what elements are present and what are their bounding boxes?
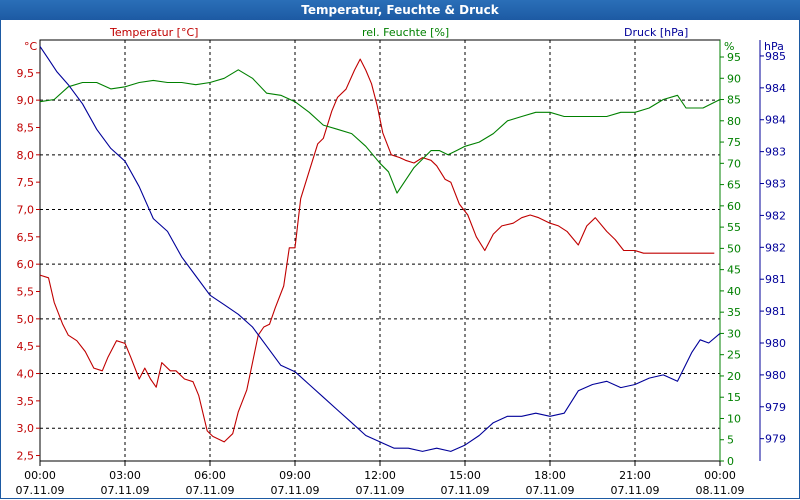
- humidity-tick-label: 40: [727, 285, 741, 298]
- humidity-tick-label: 45: [727, 264, 741, 277]
- humidity-tick-label: 55: [727, 221, 741, 234]
- humidity-tick-label: 15: [727, 391, 741, 404]
- temperature-tick-label: 3,0: [17, 422, 35, 435]
- pressure-tick-label: 984: [765, 114, 786, 127]
- x-tick-time: 15:00: [449, 469, 481, 482]
- time-axis: 00:00 07.11.09 03:00 07.11.09 06:00 07.11.09 0…: [16, 461, 745, 497]
- humidity-tick-label: 95: [727, 51, 741, 64]
- temperature-tick-label: 7,5: [17, 176, 35, 189]
- temperature-unit: °C: [24, 40, 38, 53]
- x-tick-time: 00:00: [24, 469, 56, 482]
- temperature-tick-label: 7,0: [17, 203, 35, 216]
- temperature-tick-label: 4,0: [17, 368, 35, 381]
- temperature-tick-label: 9,0: [17, 94, 35, 107]
- humidity-tick-label: 10: [727, 412, 741, 425]
- x-tick-time: 09:00: [279, 469, 311, 482]
- pressure-tick-label: 979: [765, 401, 786, 414]
- x-tick-date: 07.11.09: [16, 484, 65, 497]
- temperature-tick-label: 2,5: [17, 450, 35, 463]
- grid: [40, 40, 720, 461]
- pressure-tick-label: 980: [765, 337, 786, 350]
- x-tick-time: 21:00: [619, 469, 651, 482]
- x-tick-date: 08.11.09: [696, 484, 745, 497]
- pressure-axis-label: Druck [hPa]: [624, 26, 688, 39]
- humidity-tick-label: 90: [727, 72, 741, 85]
- pressure-tick-label: 983: [765, 146, 786, 159]
- temperature-tick-label: 4,5: [17, 340, 35, 353]
- x-tick-time: 03:00: [109, 469, 141, 482]
- series-line-humidity: [39, 69, 721, 194]
- temperature-tick-label: 6,0: [17, 258, 35, 271]
- x-tick-date: 07.11.09: [271, 484, 320, 497]
- temperature-tick-label: 8,0: [17, 149, 35, 162]
- humidity-tick-label: 30: [727, 327, 741, 340]
- x-tick-date: 07.11.09: [526, 484, 575, 497]
- humidity-tick-label: 20: [727, 370, 741, 383]
- humidity-axis: 0 5 10 15 20 25 30 35 40 45 50 55 60 65 70 75 80 85 90 95%: [719, 40, 741, 468]
- pressure-unit: hPa: [764, 40, 784, 53]
- humidity-tick-label: 25: [727, 349, 741, 362]
- humidity-tick-label: 70: [727, 157, 741, 170]
- temperature-tick-label: 6,5: [17, 231, 35, 244]
- x-tick-time: 00:00: [704, 469, 736, 482]
- chart-title: Temperatur, Feuchte & Druck: [0, 0, 800, 20]
- temperature-tick-label: 9,5: [17, 67, 35, 80]
- x-tick-date: 07.11.09: [186, 484, 235, 497]
- pressure-tick-label: 980: [765, 369, 786, 382]
- pressure-axis: 979 979 980 980 981 981 982 982 983 983 984 984 985h…: [759, 40, 786, 461]
- pressure-tick-label: 982: [765, 241, 786, 254]
- humidity-tick-label: 65: [727, 179, 741, 192]
- series-lines: [39, 46, 721, 452]
- x-tick-date: 07.11.09: [356, 484, 405, 497]
- humidity-unit: %: [724, 40, 734, 53]
- x-tick-time: 12:00: [364, 469, 396, 482]
- humidity-tick-label: 85: [727, 94, 741, 107]
- pressure-tick-label: 985: [765, 50, 786, 63]
- temperature-axis-label: Temperatur [°C]: [109, 26, 198, 39]
- pressure-tick-label: 983: [765, 178, 786, 191]
- pressure-tick-label: 981: [765, 273, 786, 286]
- humidity-tick-label: 75: [727, 136, 741, 149]
- pressure-tick-label: 981: [765, 305, 786, 318]
- humidity-tick-label: 35: [727, 306, 741, 319]
- x-tick-date: 07.11.09: [441, 484, 490, 497]
- series-line-temperature: [39, 58, 715, 443]
- x-tick-time: 06:00: [194, 469, 226, 482]
- humidity-tick-label: 0: [727, 455, 734, 468]
- humidity-tick-label: 50: [727, 242, 741, 255]
- humidity-axis-label: rel. Feuchte [%]: [362, 26, 449, 39]
- x-tick-time: 18:00: [534, 469, 566, 482]
- x-tick-date: 07.11.09: [101, 484, 150, 497]
- axis-labels: Temperatur [°C] rel. Feuchte [%] Druck [hP…: [109, 26, 688, 39]
- humidity-tick-label: 80: [727, 115, 741, 128]
- temperature-axis: 2,5 3,0 3,5 4,0 4,5 5,0 5,5 6,0 6,5 7,0 7,5 8,0 8,5 9…: [17, 40, 40, 463]
- pressure-tick-label: 979: [765, 433, 786, 446]
- pressure-tick-label: 984: [765, 82, 786, 95]
- temperature-tick-label: 5,5: [17, 286, 35, 299]
- series-line-pressure: [39, 46, 721, 452]
- humidity-tick-label: 5: [727, 434, 734, 447]
- humidity-tick-label: 60: [727, 200, 741, 213]
- temperature-tick-label: 8,5: [17, 121, 35, 134]
- temperature-tick-label: 5,0: [17, 313, 35, 326]
- x-tick-date: 07.11.09: [611, 484, 660, 497]
- temperature-tick-label: 3,5: [17, 395, 35, 408]
- pressure-tick-label: 982: [765, 209, 786, 222]
